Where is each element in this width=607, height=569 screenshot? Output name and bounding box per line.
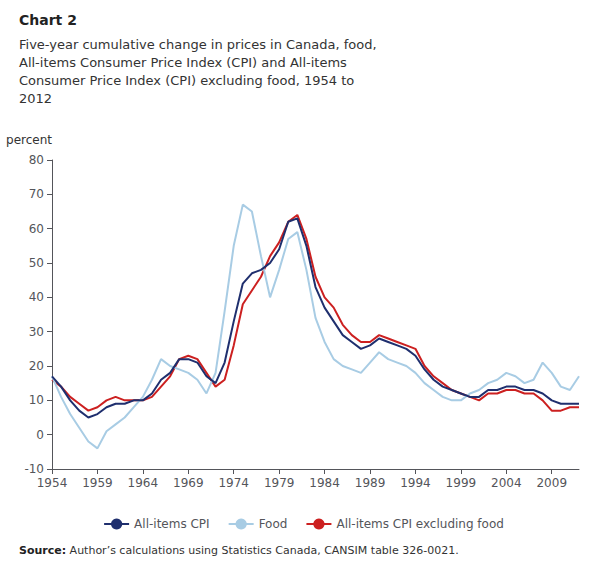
svg-text:All-items CPI: All-items CPI	[134, 517, 210, 531]
svg-text:Consumer Price Index (CPI) exc: Consumer Price Index (CPI) excluding foo…	[19, 73, 354, 88]
svg-text:1994: 1994	[400, 476, 431, 490]
svg-text:1954: 1954	[37, 476, 68, 490]
svg-text:All-items CPI excluding food: All-items CPI excluding food	[336, 517, 503, 531]
svg-text:Five-year cumulative change in: Five-year cumulative change in prices in…	[19, 37, 377, 52]
svg-text:percent: percent	[6, 133, 52, 147]
svg-text:1964: 1964	[128, 476, 159, 490]
svg-text:Author’s calculations using St: Author’s calculations using Statistics C…	[70, 544, 459, 557]
svg-text:1989: 1989	[355, 476, 386, 490]
svg-text:30: 30	[29, 325, 44, 339]
svg-text:1999: 1999	[446, 476, 477, 490]
svg-text:1974: 1974	[218, 476, 249, 490]
svg-text:All-items Consumer Price Index: All-items Consumer Price Index (CPI) and…	[19, 55, 347, 70]
svg-text:60: 60	[29, 222, 44, 236]
svg-text:2012: 2012	[19, 91, 52, 106]
svg-text:1969: 1969	[173, 476, 204, 490]
svg-text:0: 0	[36, 428, 44, 442]
svg-text:1984: 1984	[309, 476, 340, 490]
svg-text:80: 80	[29, 153, 44, 167]
svg-text:2004: 2004	[491, 476, 522, 490]
svg-text:2009: 2009	[536, 476, 567, 490]
svg-text:Source:: Source:	[19, 544, 66, 557]
svg-text:Food: Food	[259, 517, 288, 531]
svg-text:10: 10	[29, 393, 44, 407]
svg-text:40: 40	[29, 290, 44, 304]
svg-text:20: 20	[29, 359, 44, 373]
svg-text:1979: 1979	[264, 476, 295, 490]
svg-text:70: 70	[29, 187, 44, 201]
svg-text:1959: 1959	[82, 476, 113, 490]
svg-text:-10: -10	[24, 462, 44, 476]
svg-text:50: 50	[29, 256, 44, 270]
svg-text:Chart 2: Chart 2	[19, 12, 77, 28]
